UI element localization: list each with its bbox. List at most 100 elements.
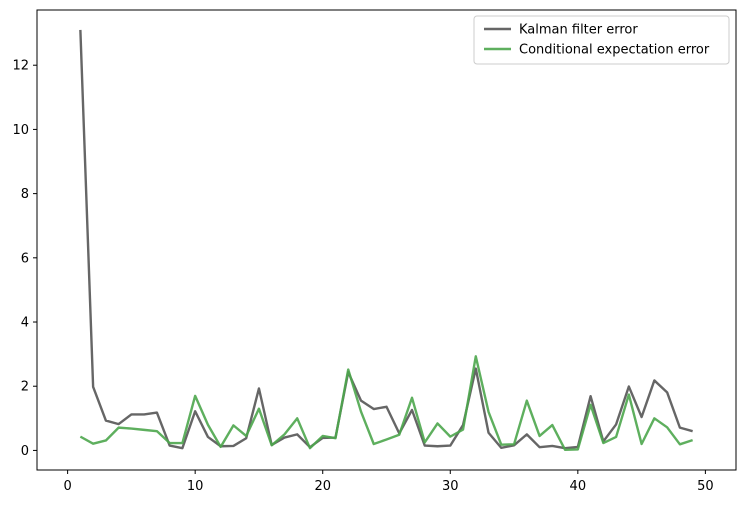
data-point-conditional <box>640 443 642 445</box>
data-point-kalman <box>360 399 362 401</box>
data-point-conditional <box>564 449 566 451</box>
data-point-kalman <box>207 436 209 438</box>
data-point-conditional <box>309 447 311 449</box>
legend: Kalman filter error Conditional expectat… <box>473 15 730 65</box>
data-point-kalman <box>296 433 298 435</box>
data-point-kalman <box>424 444 426 446</box>
data-point-kalman <box>385 406 387 408</box>
x-tick-label: 10 <box>187 479 204 494</box>
x-tick-label: 40 <box>570 479 587 494</box>
data-point-kalman <box>194 410 196 412</box>
data-point-conditional <box>602 442 604 444</box>
data-point-kalman <box>92 386 94 388</box>
data-point-conditional <box>296 417 298 419</box>
data-point-conditional <box>322 435 324 437</box>
data-point-conditional <box>691 439 693 441</box>
data-point-conditional <box>283 433 285 435</box>
x-tick-label: 20 <box>314 479 331 494</box>
data-point-conditional <box>653 417 655 419</box>
x-tick-label: 30 <box>442 479 459 494</box>
series-line-kalman <box>79 29 693 450</box>
y-axis: 0 2 4 6 8 10 12 <box>12 59 37 459</box>
data-point-conditional <box>538 435 540 437</box>
data-point-kalman <box>640 416 642 418</box>
data-point-conditional <box>679 443 681 445</box>
data-point-conditional <box>258 407 260 409</box>
data-point-kalman <box>500 447 502 449</box>
data-point-conditional <box>79 435 81 437</box>
x-tick-label: 50 <box>697 479 714 494</box>
data-point-conditional <box>500 443 502 445</box>
data-point-conditional <box>105 439 107 441</box>
y-tick-label: 10 <box>12 123 29 138</box>
data-point-kalman <box>538 446 540 448</box>
data-point-conditional <box>156 430 158 432</box>
data-point-kalman <box>411 409 413 411</box>
series-line-conditional <box>79 355 694 451</box>
data-point-conditional <box>219 446 221 448</box>
data-point-kalman <box>156 411 158 413</box>
y-tick-label: 4 <box>21 316 29 331</box>
data-point-conditional <box>487 411 489 413</box>
data-point-conditional <box>462 428 464 430</box>
series-layer <box>79 29 694 451</box>
y-tick-label: 6 <box>21 251 29 266</box>
plot-frame <box>36 9 737 471</box>
data-point-kalman <box>666 391 668 393</box>
data-point-kalman <box>653 379 655 381</box>
data-point-conditional <box>130 427 132 429</box>
data-point-conditional <box>666 426 668 428</box>
plot-area <box>37 10 736 470</box>
data-point-conditional <box>271 444 273 446</box>
data-point-conditional <box>526 399 528 401</box>
data-point-kalman <box>691 430 693 432</box>
data-point-conditional <box>232 424 234 426</box>
data-point-kalman <box>232 445 234 447</box>
data-point-kalman <box>449 444 451 446</box>
data-point-conditional <box>168 442 170 444</box>
data-point-conditional <box>92 442 94 444</box>
data-point-conditional <box>424 441 426 443</box>
data-point-conditional <box>207 424 209 426</box>
data-point-kalman <box>526 433 528 435</box>
data-point-kalman <box>245 437 247 439</box>
legend-label-kalman: Kalman filter error <box>519 23 638 38</box>
data-point-conditional <box>449 435 451 437</box>
data-point-conditional <box>628 393 630 395</box>
data-point-conditional <box>589 404 591 406</box>
data-point-conditional <box>475 355 477 357</box>
data-point-conditional <box>245 435 247 437</box>
data-point-kalman <box>79 29 81 31</box>
data-point-conditional <box>347 368 349 370</box>
data-point-conditional <box>334 437 336 439</box>
data-point-kalman <box>258 387 260 389</box>
data-point-conditional <box>181 442 183 444</box>
y-tick-label: 12 <box>12 59 29 74</box>
data-point-kalman <box>487 432 489 434</box>
data-point-conditional <box>577 448 579 450</box>
data-point-conditional <box>117 426 119 428</box>
data-point-conditional <box>436 422 438 424</box>
y-tick-label: 0 <box>21 444 29 459</box>
data-point-kalman <box>105 419 107 421</box>
data-point-conditional <box>398 433 400 435</box>
data-point-kalman <box>168 444 170 446</box>
data-point-conditional <box>373 443 375 445</box>
data-point-conditional <box>385 438 387 440</box>
data-point-kalman <box>283 436 285 438</box>
y-tick-label: 8 <box>21 187 29 202</box>
data-point-conditional <box>411 397 413 399</box>
data-point-conditional <box>194 395 196 397</box>
data-point-conditional <box>360 410 362 412</box>
x-tick-label: 0 <box>63 479 71 494</box>
data-point-kalman <box>628 385 630 387</box>
data-point-conditional <box>551 424 553 426</box>
legend-box <box>473 15 730 65</box>
data-point-kalman <box>436 445 438 447</box>
data-point-conditional <box>615 436 617 438</box>
data-point-kalman <box>143 413 145 415</box>
data-point-kalman <box>679 426 681 428</box>
data-point-kalman <box>551 445 553 447</box>
y-tick-label: 2 <box>21 380 29 395</box>
